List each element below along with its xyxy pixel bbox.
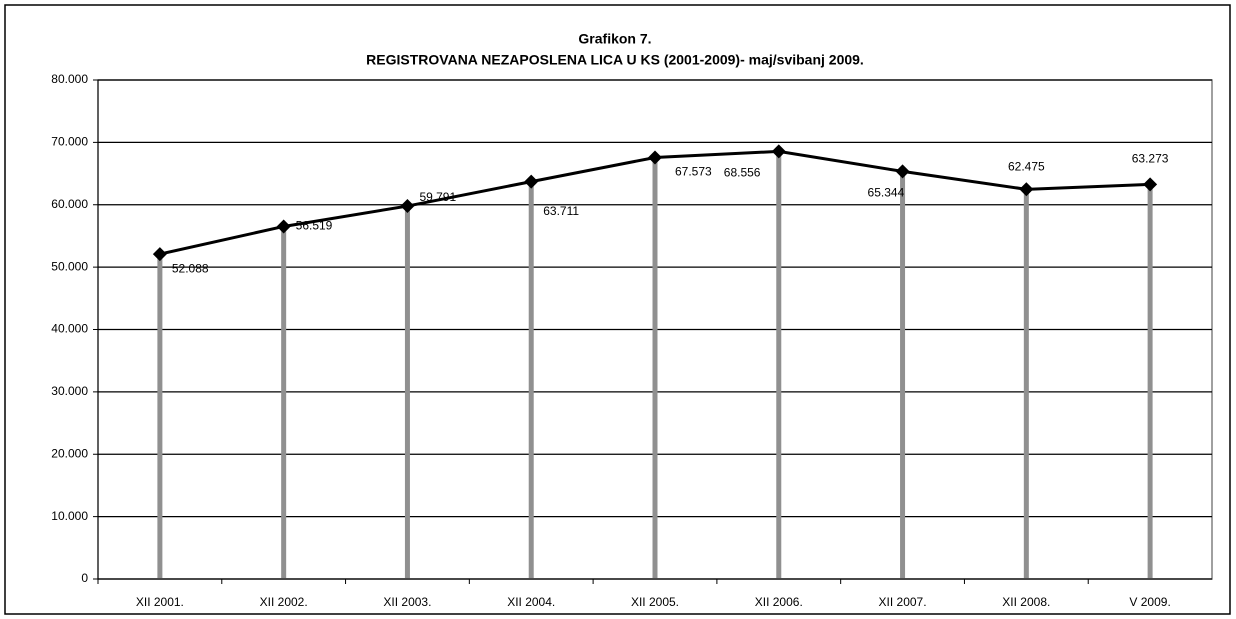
y-tick-label: 60.000 xyxy=(51,197,88,211)
chart-subtitle: REGISTROVANA NEZAPOSLENA LICA U KS (2001… xyxy=(366,52,864,68)
x-tick-label: XII 2004. xyxy=(507,595,555,609)
x-tick-label: XII 2007. xyxy=(879,595,927,609)
marker xyxy=(524,174,539,189)
y-tick-label: 70.000 xyxy=(51,135,88,149)
data-label: 63.711 xyxy=(543,204,579,218)
data-label: 59.791 xyxy=(419,190,456,204)
marker xyxy=(400,199,415,214)
y-tick-label: 10.000 xyxy=(51,509,88,523)
y-tick-label: 50.000 xyxy=(51,259,88,273)
chart-title: Grafikon 7. xyxy=(578,31,651,47)
x-tick-label: XII 2003. xyxy=(383,595,431,609)
data-label: 65.344 xyxy=(868,186,905,200)
data-label: 62.475 xyxy=(1008,159,1045,173)
y-tick-label: 40.000 xyxy=(51,322,88,336)
y-tick-label: 80.000 xyxy=(51,72,88,86)
chart-border xyxy=(4,4,1231,615)
y-tick-label: 30.000 xyxy=(51,384,88,398)
x-tick-label: V 2009. xyxy=(1129,595,1170,609)
data-label: 67.573 xyxy=(675,165,712,179)
x-tick-label: XII 2002. xyxy=(260,595,308,609)
data-label: 63.273 xyxy=(1132,152,1169,166)
y-tick-label: 0 xyxy=(81,571,88,585)
marker xyxy=(648,150,662,165)
y-tick-label: 20.000 xyxy=(51,446,88,460)
marker xyxy=(152,247,167,262)
data-label: 68.556 xyxy=(724,166,761,180)
x-tick-label: XII 2005. xyxy=(631,595,679,609)
x-tick-label: XII 2001. xyxy=(136,595,184,609)
x-tick-label: XII 2008. xyxy=(1002,595,1050,609)
data-label: 56.519 xyxy=(296,219,333,233)
x-tick-label: XII 2006. xyxy=(755,595,803,609)
marker xyxy=(1143,177,1158,192)
marker xyxy=(1019,182,1034,197)
marker xyxy=(276,219,291,234)
data-label: 52.088 xyxy=(172,261,209,275)
marker xyxy=(771,144,786,159)
marker xyxy=(895,164,910,179)
